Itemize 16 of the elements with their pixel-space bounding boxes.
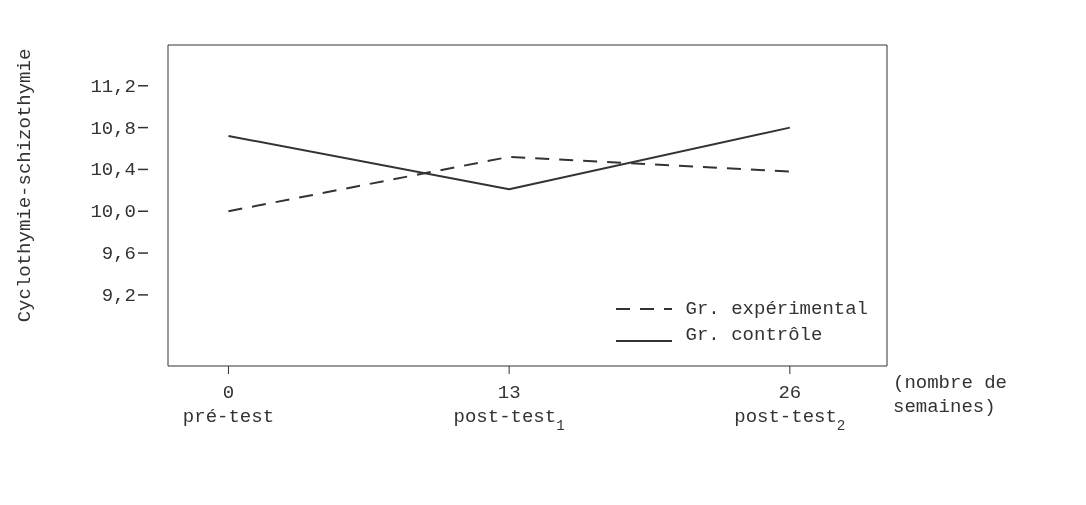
y-tick-label: 9,6 [101,243,136,266]
y-tick-label: 9,2 [101,284,136,307]
x-axis-title: (nombre de semaines) [893,372,1008,418]
y-tick-label: 10,0 [90,201,136,224]
y-axis-title: Cyclothymie-schizothymie [14,48,36,323]
x-tick-label: 0 [222,382,235,404]
y-tick-label: 10,4 [90,159,136,182]
text: post-test$_{2}$ [734,406,846,434]
y-tick-label: 10,8 [90,117,136,140]
x-tick-label: 13 [497,382,521,404]
y-tick-label: 11,2 [90,75,136,98]
text: pré-test [182,406,275,428]
legend-label: Gr. contrôle [685,324,823,346]
x-tick-label: 26 [778,382,802,404]
text: post-test$_{1}$ [453,406,565,434]
legend-label: Gr. expérimental [685,298,868,320]
